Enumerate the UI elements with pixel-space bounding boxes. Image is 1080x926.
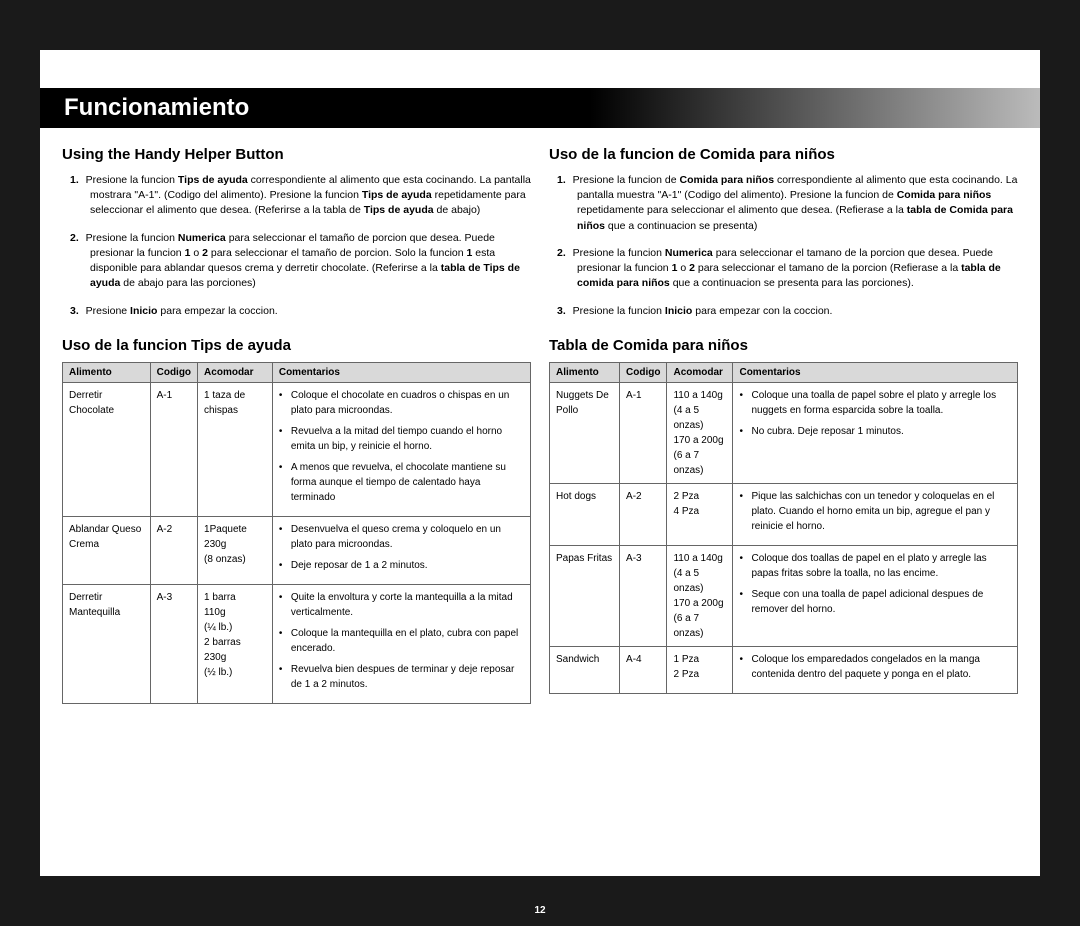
cell-codigo: A-4 (620, 646, 667, 693)
table-header: Alimento (550, 362, 620, 382)
comment-item: Deje reposar de 1 a 2 minutos. (279, 558, 524, 573)
left-column: Using the Handy Helper Button 1. Presion… (62, 140, 531, 704)
left-steps: 1. Presione la funcion Tips de ayuda cor… (62, 173, 531, 319)
cell-alimento: Ablandar Queso Crema (63, 516, 151, 584)
right-steps: 1. Presione la funcion de Comida para ni… (549, 173, 1018, 319)
cell-alimento: Nuggets De Pollo (550, 382, 620, 483)
table-row: Derretir MantequillaA-31 barra110g(¼ lb.… (63, 584, 531, 703)
table-row: Ablandar Queso CremaA-21Paquete230g(8 on… (63, 516, 531, 584)
title-bar: Funcionamiento (40, 88, 1040, 128)
cell-acomodar: 110 a 140g(4 a 5 onzas)170 a 200g(6 a 7 … (667, 545, 733, 646)
comment-item: No cubra. Deje reposar 1 minutos. (739, 424, 1011, 439)
cell-alimento: Hot dogs (550, 483, 620, 545)
cell-comentarios: Coloque los emparedados congelados en la… (733, 646, 1018, 693)
step-item: 2. Presione la funcion Numerica para sel… (577, 246, 1018, 292)
cell-acomodar: 1 Pza2 Pza (667, 646, 733, 693)
cell-acomodar: 1 barra110g(¼ lb.)2 barras230g(½ lb.) (198, 584, 273, 703)
cell-acomodar: 110 a 140g(4 a 5 onzas)170 a 200g(6 a 7 … (667, 382, 733, 483)
cell-codigo: A-2 (620, 483, 667, 545)
table-header: Alimento (63, 362, 151, 382)
cell-codigo: A-3 (150, 584, 197, 703)
left-table: AlimentoCodigoAcomodarComentarios Derret… (62, 362, 531, 704)
right-table-heading: Tabla de Comida para niños (549, 337, 1018, 354)
cell-comentarios: Coloque una toalla de papel sobre el pla… (733, 382, 1018, 483)
table-header: Codigo (620, 362, 667, 382)
table-row: Papas FritasA-3110 a 140g(4 a 5 onzas)17… (550, 545, 1018, 646)
table-header: Codigo (150, 362, 197, 382)
comment-item: Coloque los emparedados congelados en la… (739, 652, 1011, 682)
comment-item: Revuelva a la mitad del tiempo cuando el… (279, 424, 524, 454)
cell-alimento: Papas Fritas (550, 545, 620, 646)
cell-acomodar: 1Paquete230g(8 onzas) (198, 516, 273, 584)
cell-alimento: Sandwich (550, 646, 620, 693)
comment-item: Coloque dos toallas de papel en el plato… (739, 551, 1011, 581)
comment-item: Revuelva bien despues de terminar y deje… (279, 662, 524, 692)
cell-alimento: Derretir Mantequilla (63, 584, 151, 703)
cell-codigo: A-1 (150, 382, 197, 516)
cell-comentarios: Quite la envoltura y corte la mantequill… (272, 584, 530, 703)
content-columns: Using the Handy Helper Button 1. Presion… (40, 128, 1040, 704)
cell-acomodar: 2 Pza4 Pza (667, 483, 733, 545)
cell-comentarios: Coloque dos toallas de papel en el plato… (733, 545, 1018, 646)
cell-codigo: A-2 (150, 516, 197, 584)
cell-codigo: A-1 (620, 382, 667, 483)
comment-item: Coloque el chocolate en cuadros o chispa… (279, 388, 524, 418)
right-table: AlimentoCodigoAcomodarComentarios Nugget… (549, 362, 1018, 694)
left-table-heading: Uso de la funcion Tips de ayuda (62, 337, 531, 354)
comment-item: Coloque la mantequilla en el plato, cubr… (279, 626, 524, 656)
left-heading: Using the Handy Helper Button (62, 146, 531, 163)
comment-item: Pique las salchichas con un tenedor y co… (739, 489, 1011, 534)
cell-comentarios: Pique las salchichas con un tenedor y co… (733, 483, 1018, 545)
comment-item: Quite la envoltura y corte la mantequill… (279, 590, 524, 620)
page: Funcionamiento Using the Handy Helper Bu… (40, 50, 1040, 876)
table-row: SandwichA-41 Pza2 PzaColoque los empared… (550, 646, 1018, 693)
right-column: Uso de la funcion de Comida para niños 1… (549, 140, 1018, 704)
table-header: Comentarios (733, 362, 1018, 382)
step-item: 3. Presione Inicio para empezar la cocci… (90, 304, 531, 319)
table-row: Nuggets De PolloA-1110 a 140g(4 a 5 onza… (550, 382, 1018, 483)
table-row: Derretir ChocolateA-11 taza de chispasCo… (63, 382, 531, 516)
step-item: 2. Presione la funcion Numerica para sel… (90, 231, 531, 292)
cell-acomodar: 1 taza de chispas (198, 382, 273, 516)
table-header: Acomodar (667, 362, 733, 382)
table-row: Hot dogsA-22 Pza4 PzaPique las salchicha… (550, 483, 1018, 545)
page-title: Funcionamiento (64, 94, 249, 122)
comment-item: A menos que revuelva, el chocolate manti… (279, 460, 524, 505)
step-item: 1. Presione la funcion de Comida para ni… (577, 173, 1018, 234)
comment-item: Seque con una toalla de papel adicional … (739, 587, 1011, 617)
cell-alimento: Derretir Chocolate (63, 382, 151, 516)
cell-codigo: A-3 (620, 545, 667, 646)
step-item: 3. Presione la funcion Inicio para empez… (577, 304, 1018, 319)
page-number: 12 (0, 905, 1080, 916)
cell-comentarios: Desenvuelva el queso crema y coloquelo e… (272, 516, 530, 584)
step-item: 1. Presione la funcion Tips de ayuda cor… (90, 173, 531, 219)
table-header: Comentarios (272, 362, 530, 382)
comment-item: Desenvuelva el queso crema y coloquelo e… (279, 522, 524, 552)
right-heading: Uso de la funcion de Comida para niños (549, 146, 1018, 163)
comment-item: Coloque una toalla de papel sobre el pla… (739, 388, 1011, 418)
cell-comentarios: Coloque el chocolate en cuadros o chispa… (272, 382, 530, 516)
table-header: Acomodar (198, 362, 273, 382)
